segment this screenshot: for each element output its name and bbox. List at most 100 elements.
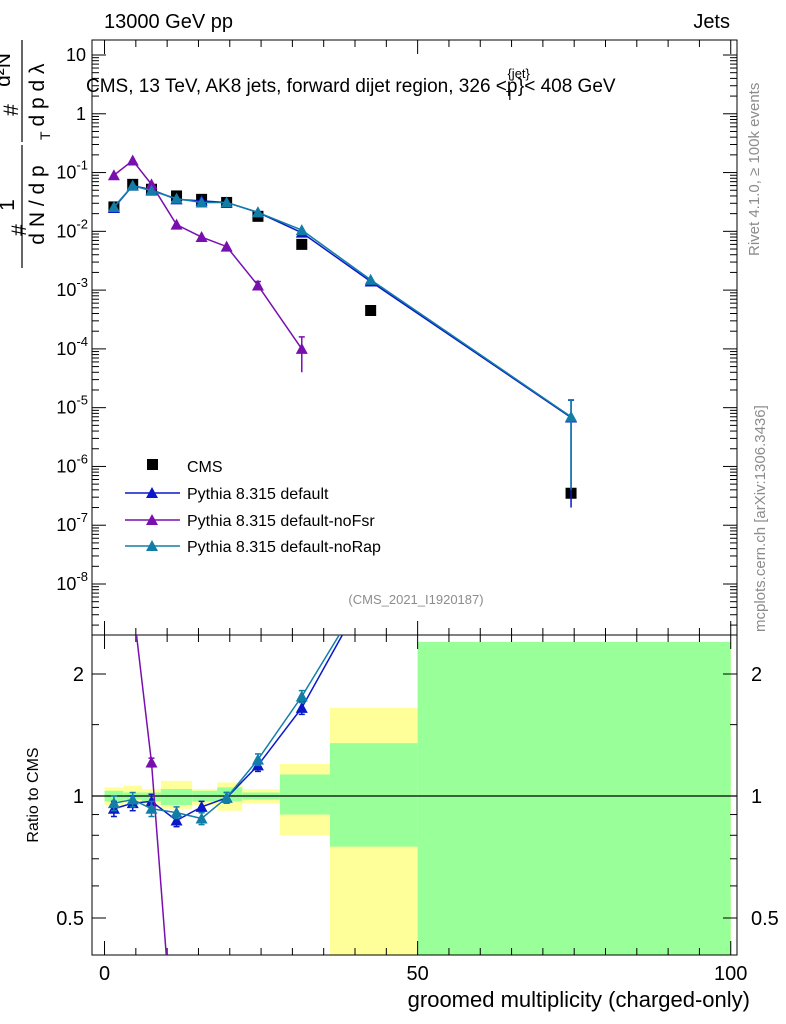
plot-title-pt: p [507,76,518,97]
ratio-point-default [295,701,308,713]
ratio-frame [91,634,738,956]
ratio-xtick-label: 100 [714,963,747,985]
analysis-watermark: (CMS_2021_I1920187) [348,592,483,607]
ratio-ytick-label-right: 0.5 [751,908,779,930]
data-point-noRap [145,184,158,196]
legend-marker-nofsr [146,514,158,525]
ratio-point-noRap [126,793,139,805]
svg-text:#: # [0,104,23,116]
ratio-point-noRap [295,690,308,702]
mcplots-label: mcplots.cern.ch [arXiv:1306.3436] [752,405,769,632]
data-point-noRap [195,196,208,208]
ratio-xtick-label: 50 [407,963,429,985]
process-label: Jets [693,11,730,33]
svg-text:1: 1 [0,199,19,211]
series-line-noRap [113,184,572,418]
ratio-point-noRap [170,806,183,818]
data-point-noRap [295,224,308,236]
ratio-point-noFsr [145,756,158,768]
data-point-noRap [107,200,120,212]
data-point-noFsr [195,231,208,243]
tick-exp: -7 [76,510,88,525]
ratio-ytick-label-right: 2 [751,664,762,686]
legend-label-cms: CMS [187,459,223,476]
main-y-axis-label: # 1 d N / d p T # d²N d p d λ [0,40,53,268]
ratio-ytick-label: 2 [73,664,84,686]
main-ytick-label: 10-8 [56,569,88,594]
svg-text:d²N: d²N [0,53,15,87]
svg-text:d N / d p: d N / d p [26,165,49,244]
ratio-ytick-label: 1 [73,786,84,808]
tick-exp: -4 [76,334,88,349]
ratio-point-noRap [195,812,208,824]
legend-label-default: Pythia 8.315 default [187,486,329,503]
data-point-noFsr [145,178,158,190]
energy-label: 13000 GeV pp [104,11,233,33]
plot-title: CMS, 13 TeV, AK8 jets, forward dijet reg… [86,66,616,103]
tick-base: 10 [56,456,76,476]
data-point-noRap [364,273,377,285]
tick-base: 10 [56,339,76,359]
ratio-point-default [170,814,183,826]
data-point-noRap [565,410,578,422]
main-ytick-label: 10-7 [56,510,88,535]
plot-title-end: }< 408 GeV [518,76,616,97]
tick-base: 10 [56,163,76,183]
main-ytick-label: 10-6 [56,451,88,476]
ratio-uncertainty-bands [104,641,731,955]
plot-title-main: CMS, 13 TeV, AK8 jets, forward dijet reg… [86,76,507,97]
tick-base: 10 [56,574,76,594]
tick-exp: -3 [76,275,88,290]
band-green-7 [279,774,330,815]
ratio-point-noRap [251,753,264,765]
ratio-y-axis-label: Ratio to CMS [25,747,42,842]
legend: CMS Pythia 8.315 default Pythia 8.315 de… [125,459,381,556]
data-point-data [365,304,377,316]
main-ytick-label: 10-1 [56,158,88,183]
data-point-data [296,238,308,250]
main-panel-series [107,154,578,508]
tick-base: 10 [56,221,76,241]
main-ytick-label: 1 [76,104,86,124]
tick-base: 10 [56,515,76,535]
tick-exp: -6 [76,451,88,466]
ratio-point-noRap [145,802,158,814]
data-point-noRap [251,206,264,218]
band-green-9 [417,641,731,955]
legend-marker-norap [146,540,158,551]
svg-text:d p d λ: d p d λ [26,63,49,127]
band-green-8 [329,743,418,847]
data-point-noFsr [251,279,264,291]
plot-title-sub: T [506,88,514,103]
tick-exp: -2 [76,216,88,231]
legend-label-nofsr: Pythia 8.315 default-noFsr [187,513,375,530]
ratio-panel-series [107,635,344,955]
ratio-point-noRap [220,791,233,803]
ratio-xtick-label: 0 [99,963,110,985]
legend-label-norap: Pythia 8.315 default-noRap [187,539,381,556]
tick-base: 10 [56,398,76,418]
data-point-noFsr [295,342,308,354]
ratio-point-default [195,800,208,812]
ratio-ytick-label: 0.5 [56,908,84,930]
legend-marker-cms [147,459,158,470]
main-ytick-label: 10 [66,45,86,65]
data-point-noFsr [126,154,139,166]
tick-exp: -5 [76,393,88,408]
data-point-noFsr [220,240,233,252]
tick-exp: -1 [76,158,88,173]
series-line-default [113,184,572,419]
svg-text:T: T [37,131,53,140]
rivet-version-label: Rivet 4.1.0, ≥ 100k events [746,83,763,256]
tick-base: 10 [56,280,76,300]
tick-exp: -8 [76,569,88,584]
data-point-noFsr [107,169,120,181]
data-point-noRap [220,196,233,208]
svg-text:#: # [8,224,31,236]
ratio-point-noRap [107,797,120,809]
main-ytick-label: 10-5 [56,393,88,418]
x-axis-label: groomed multiplicity (charged-only) [408,987,750,1012]
ratio-panel-axes: 0 50 100 0.5 0.5 1 1 2 2 [56,634,779,985]
